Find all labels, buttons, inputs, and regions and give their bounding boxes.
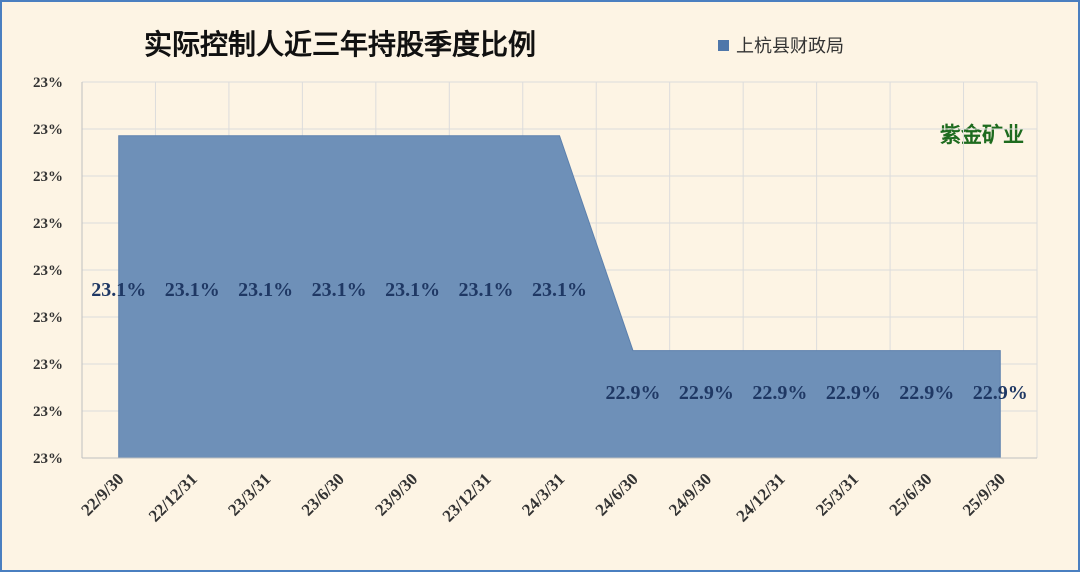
y-tick-label: 23% xyxy=(33,310,63,326)
x-tick-label: 25/6/30 xyxy=(885,469,935,519)
y-tick-label: 23% xyxy=(33,451,63,467)
y-tick-label: 23% xyxy=(33,122,63,138)
data-label: 22.9% xyxy=(679,382,734,404)
x-tick-label: 25/9/30 xyxy=(959,469,1009,519)
data-label: 22.9% xyxy=(973,382,1028,404)
data-label: 23.1% xyxy=(532,279,587,301)
data-label: 23.1% xyxy=(312,279,367,301)
chart-title: 实际控制人近三年持股季度比例 xyxy=(144,28,536,61)
data-label: 23.1% xyxy=(459,279,514,301)
y-tick-label: 23% xyxy=(33,169,63,185)
plot-area xyxy=(118,135,1001,459)
data-label: 23.1% xyxy=(91,279,146,301)
data-label: 23.1% xyxy=(165,279,220,301)
legend-marker xyxy=(718,40,729,51)
data-labels: 23.1% 23.1% 23.1% 23.1% 23.1% 23.1% 23.1% 22.9%… xyxy=(91,279,1028,404)
y-tick-label: 23% xyxy=(33,357,63,373)
data-label: 22.9% xyxy=(899,382,954,404)
data-label: 22.9% xyxy=(826,382,881,404)
y-tick-label: 23% xyxy=(33,263,63,279)
x-tick-label: 22/9/30 xyxy=(77,469,127,519)
y-tick-label: 23% xyxy=(33,216,63,232)
series-area xyxy=(118,135,1001,459)
x-tick-label: 23/3/31 xyxy=(224,469,274,519)
x-tick-label: 24/9/30 xyxy=(665,469,715,519)
x-tick-label: 23/12/31 xyxy=(439,469,495,525)
data-label: 23.1% xyxy=(238,279,293,301)
x-tick-label: 24/3/31 xyxy=(518,469,568,519)
y-tick-label: 23% xyxy=(33,404,63,420)
data-label: 22.9% xyxy=(605,382,660,404)
chart-annotation: 紫金矿业 xyxy=(940,123,1024,147)
x-tick-label: 25/3/31 xyxy=(812,469,862,519)
x-tick-label: 23/6/30 xyxy=(298,469,348,519)
legend: 上杭县财政局 xyxy=(718,36,844,57)
data-label: 23.1% xyxy=(385,279,440,301)
x-tick-label: 24/12/31 xyxy=(733,469,789,525)
legend-label: 上杭县财政局 xyxy=(736,36,844,57)
data-label: 22.9% xyxy=(752,382,807,404)
x-tick-label: 24/6/30 xyxy=(592,469,642,519)
x-tick-label: 22/12/31 xyxy=(145,469,201,525)
y-tick-label: 23% xyxy=(33,75,63,91)
x-tick-label: 23/9/30 xyxy=(371,469,421,519)
